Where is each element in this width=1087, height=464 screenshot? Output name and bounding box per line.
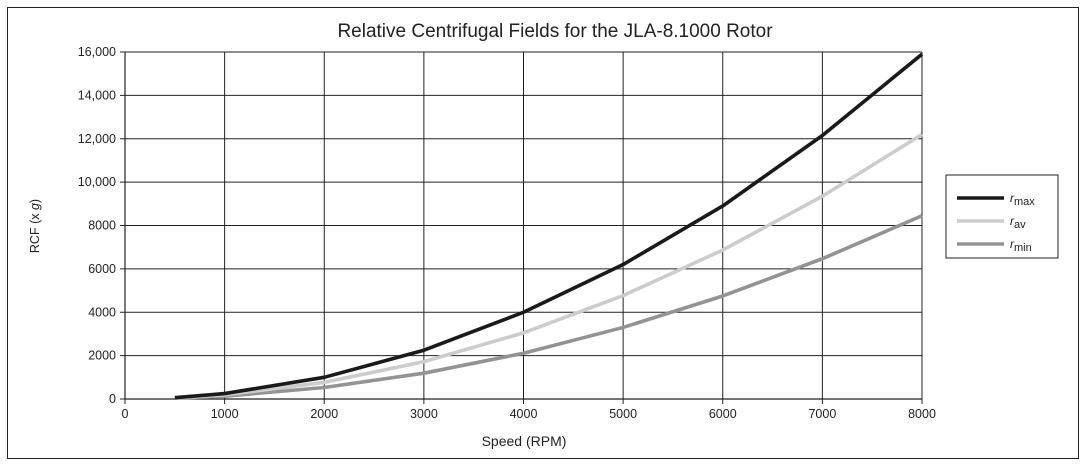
chart-frame [7,7,1079,459]
y-tick-label: 4000 [88,305,116,319]
y-tick-label: 6000 [88,262,116,276]
y-axis-label-unit: g [28,203,42,210]
series-lines [174,52,924,401]
y-tick-label: 12,000 [78,132,116,146]
x-tick-label: 2000 [310,407,338,421]
series-line-max [174,52,924,400]
legend-label-min: rmin [1010,237,1032,254]
y-tick-label: 8000 [88,219,116,233]
legend-label-subscript: av [1014,219,1026,231]
x-tick-label: 7000 [808,407,836,421]
chart-title: Relative Centrifugal Fields for the JLA-… [337,21,773,42]
x-tick-label: 4000 [510,407,538,421]
x-tick-label: 6000 [709,407,737,421]
grid [125,51,923,399]
legend-label-base: r [1010,237,1015,251]
x-tick-labels: 0 1000 2000 3000 4000 5000 6000 7000 8000 [122,407,936,421]
y-axis-label-suffix: ) [28,199,42,203]
y-tick-label: 10,000 [78,175,116,189]
y-tick-labels: 0 2000 4000 6000 8000 10,000 12,000 14,000 16,00… [78,45,116,406]
series-line-min [174,214,923,401]
y-axis-label: RCF (x g) [28,199,42,253]
x-tick-label: 0 [122,407,129,421]
y-tick-label: 2000 [88,349,116,363]
legend-label-subscript: min [1014,242,1032,254]
legend-label-av: rav [1010,214,1026,231]
y-tick-label: 0 [109,392,116,406]
x-tick-label: 1000 [211,407,239,421]
x-tick-label: 3000 [410,407,438,421]
x-tick-label: 8000 [908,407,936,421]
y-tick-label: 14,000 [78,88,116,102]
axes [120,51,923,404]
legend-label-base: r [1010,214,1015,228]
legend-label-base: r [1010,191,1015,205]
y-tick-label: 16,000 [78,45,116,59]
x-axis-label: Speed (RPM) [482,433,567,449]
legend-label-max: rmax [1010,191,1035,208]
x-tick-label: 5000 [609,407,637,421]
legend-label-subscript: max [1014,196,1035,208]
series-line-av [174,132,923,400]
y-axis-label-prefix: RCF (x [28,210,42,253]
